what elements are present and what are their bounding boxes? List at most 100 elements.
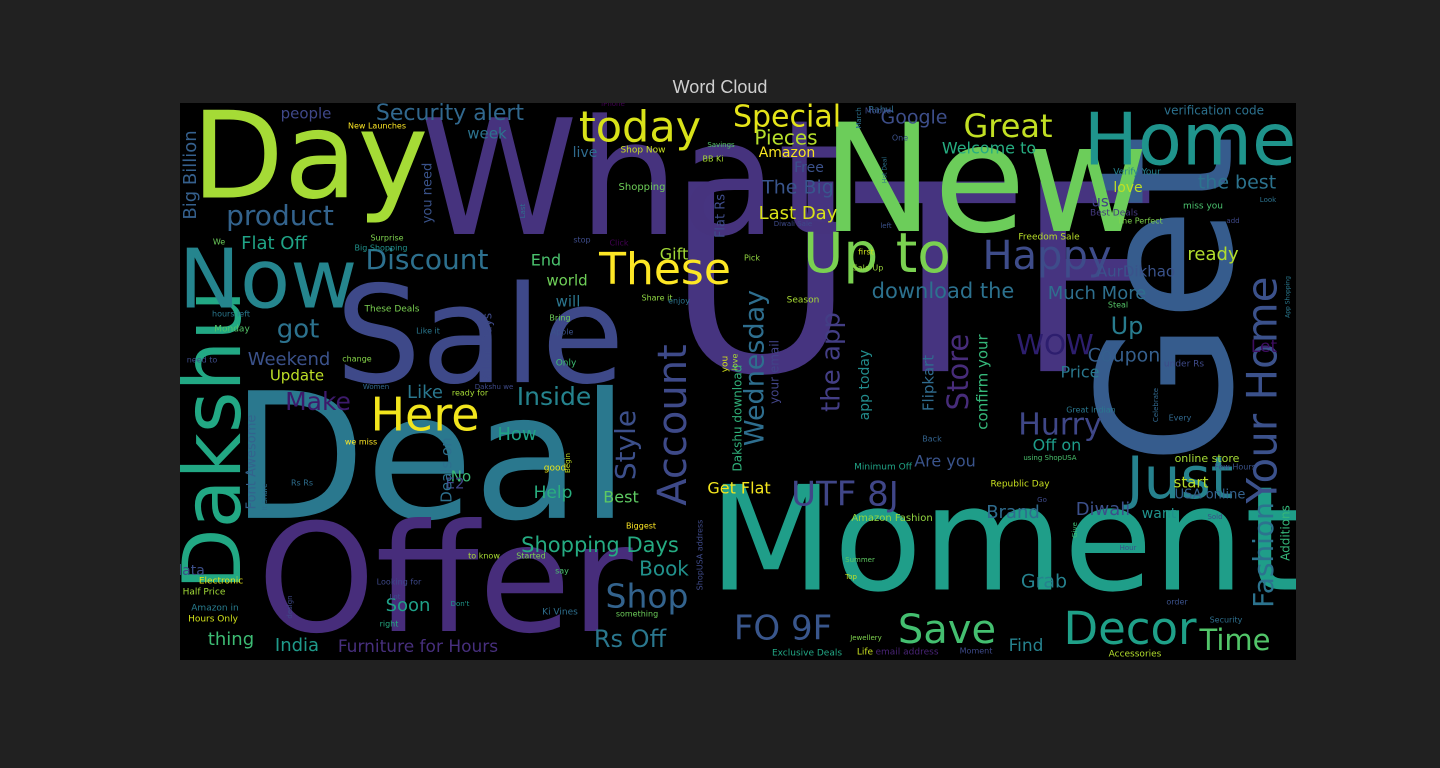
word-6: Offer [257, 493, 633, 660]
word-53: Much More [1048, 283, 1147, 304]
word-121: enjoy [668, 297, 690, 306]
word-38: Security alert [376, 103, 525, 126]
word-118: Freedom Sale [1018, 233, 1080, 243]
word-151: Moment [960, 647, 993, 656]
word-55: Weekend [248, 349, 331, 370]
word-141: Half Price [183, 588, 226, 598]
word-189: Hot Deal [882, 157, 889, 183]
word-137: Started [516, 552, 546, 561]
word-117: first [858, 248, 874, 257]
word-174: Savings [707, 141, 735, 149]
word-158: Summer [845, 556, 875, 564]
word-130: Women [363, 383, 389, 391]
word-7: New [821, 103, 1148, 267]
word-42: Up [1111, 312, 1144, 340]
word-51: Last Day [759, 203, 838, 224]
word-34: product [226, 199, 334, 232]
word-73: start [1174, 474, 1209, 492]
word-136: to know [468, 552, 500, 561]
word-86: want [1142, 506, 1177, 522]
word-45: Pieces [754, 126, 817, 150]
word-161: Back [922, 435, 942, 444]
word-17: Up to [803, 221, 951, 285]
word-109: New Launches [348, 122, 406, 131]
word-44: Shopping Days [521, 533, 679, 557]
word-2: Get [1059, 135, 1275, 465]
word-108: Shopping [619, 182, 666, 193]
word-54: How [497, 424, 536, 445]
word-32: Style [609, 410, 642, 480]
word-80: Furniture for Hours [338, 637, 498, 657]
word-25: Fashion [1247, 502, 1280, 608]
word-15: Account [650, 344, 696, 506]
word-4: Deal [231, 357, 629, 560]
word-92: you need [421, 163, 436, 224]
word-21: Save [898, 607, 996, 653]
word-18: These [598, 244, 731, 295]
word-155: order [1166, 598, 1188, 607]
word-119: Steal [1108, 301, 1128, 310]
word-184: Look [1260, 196, 1277, 204]
chart-title: Word Cloud [672, 77, 768, 97]
word-67: Price [1060, 363, 1099, 382]
word-128: need to [187, 356, 218, 365]
word-140: Electronic [199, 577, 243, 587]
word-66: Let [1251, 337, 1278, 357]
word-43: Rs Off [594, 625, 667, 653]
word-35: WOW [1016, 328, 1093, 361]
word-188: March [855, 107, 863, 128]
word-68: Get Flat [707, 479, 770, 498]
word-16: Decor [1063, 602, 1197, 655]
word-170: Verify Your [1113, 168, 1161, 178]
word-91: Free [794, 160, 824, 176]
word-26: Great [963, 107, 1052, 145]
word-39: got [277, 315, 320, 345]
word-166: Great Indian [1066, 406, 1116, 415]
word-194: We [213, 238, 225, 247]
word-199: love [731, 354, 740, 371]
word-10: Dakshu [180, 290, 259, 590]
word-148: Exclusive Deals [772, 649, 842, 659]
word-58: the best [1198, 172, 1276, 194]
word-29: Hurry [1018, 408, 1101, 443]
word-74: world [546, 272, 587, 290]
word-77: Find [1009, 636, 1044, 656]
word-11: Now [180, 232, 357, 327]
word-94: AurDikhao [1097, 263, 1175, 281]
word-168: under Rs [1164, 360, 1204, 370]
word-110: Surprise [370, 234, 403, 243]
word-144: right [380, 620, 399, 629]
word-145: Don't [451, 600, 470, 608]
word-164: online store [1175, 452, 1240, 465]
word-20: today [579, 103, 701, 153]
word-127: hours left [212, 310, 250, 319]
word-3: Moment [708, 456, 1296, 625]
word-84: Off on [1033, 436, 1082, 455]
word-78: India [275, 635, 319, 656]
word-95: app today [857, 350, 873, 421]
word-56: Big Billion [180, 130, 201, 219]
word-93: us [1091, 193, 1109, 211]
word-1: UTF [666, 131, 1165, 433]
word-115: Pick [744, 254, 760, 263]
word-190: left [880, 222, 892, 230]
word-152: Accessories [1109, 650, 1162, 660]
word-116: Sale Up [853, 264, 884, 273]
word-179: stop [573, 236, 590, 245]
word-147: something [616, 610, 658, 619]
word-36: Wednesday [740, 290, 771, 446]
word-134: Begin [564, 453, 572, 473]
word-5: What [420, 103, 840, 272]
word-97: Flipkart [920, 355, 938, 411]
word-22: FO 9F [734, 609, 832, 649]
word-112: These Deals [364, 305, 420, 315]
word-60: Soon [386, 595, 431, 616]
word-49: Coupon [1088, 345, 1161, 367]
word-59: Grab [1021, 571, 1067, 593]
word-46: download the [872, 279, 1015, 303]
word-123: Apple [551, 328, 574, 337]
word-14: Just [1124, 444, 1234, 512]
word-143: Hours Only [188, 615, 239, 625]
word-162: Republic Day [990, 480, 1050, 490]
word-13: Your Home [1238, 276, 1287, 504]
